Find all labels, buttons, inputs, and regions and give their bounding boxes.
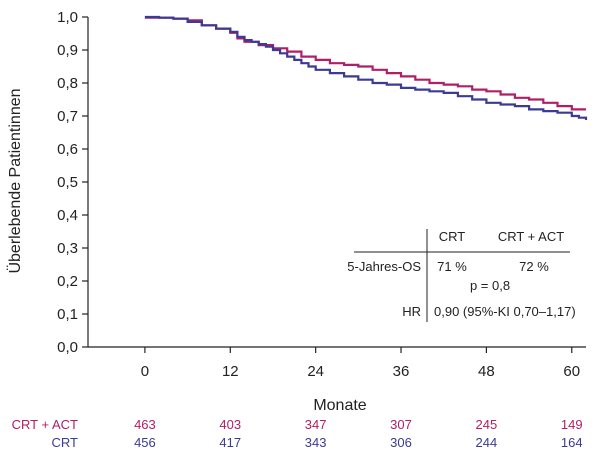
y-tick-label: 0,8 (57, 75, 78, 92)
stats-pvalue: p = 0,8 (470, 278, 510, 293)
numbers-at-risk-table: CRT + ACT 463 403 347 307 245 149 CRT 456 417 343 3… (12, 417, 583, 450)
series-line-crt-act (144, 16, 586, 111)
x-tick-label: 24 (307, 363, 324, 380)
x-tick-label: 12 (222, 363, 239, 380)
y-tick-label: 0,5 (57, 174, 78, 191)
x-axis-title: Monate (313, 397, 366, 414)
series-line-crt (144, 15, 588, 120)
stats-col-crt-act: CRT + ACT (498, 229, 564, 244)
y-tick-label: 1,0 (57, 9, 78, 26)
y-tick-label: 0,2 (57, 273, 78, 290)
stats-hr-value: 0,90 (95%-KI 0,70–1,17) (434, 304, 576, 319)
at-risk-row-label: CRT + ACT (12, 417, 78, 432)
at-risk-value: 306 (390, 435, 412, 450)
x-tick-label: 0 (141, 363, 149, 380)
y-tick-label: 0,7 (57, 108, 78, 125)
y-tick-label: 0,4 (57, 207, 78, 224)
y-tick-label: 0,9 (57, 42, 78, 59)
stats-row-hr-label: HR (402, 304, 421, 319)
stats-os-crt-act: 72 % (519, 259, 549, 274)
at-risk-value: 403 (219, 417, 241, 432)
x-axis-ticks: 0 12 24 36 48 60 (141, 347, 580, 380)
y-tick-label: 0,6 (57, 141, 78, 158)
survival-curves (144, 15, 588, 120)
stats-os-crt: 71 % (437, 259, 467, 274)
at-risk-value: 347 (305, 417, 327, 432)
at-risk-value: 245 (476, 417, 498, 432)
at-risk-value: 149 (561, 417, 583, 432)
stats-row-os-label: 5-Jahres-OS (347, 259, 421, 274)
at-risk-value: 307 (390, 417, 412, 432)
at-risk-row-label: CRT (52, 435, 79, 450)
at-risk-value: 417 (219, 435, 241, 450)
x-tick-label: 48 (478, 363, 495, 380)
stats-table: CRT CRT + ACT 5-Jahres-OS 71 % 72 % p = … (347, 229, 576, 322)
at-risk-value: 164 (561, 435, 583, 450)
at-risk-value: 456 (134, 435, 156, 450)
x-tick-label: 60 (563, 363, 580, 380)
y-axis-title: Überlebende Patientinnen (6, 88, 24, 273)
stats-col-crt: CRT (439, 229, 466, 244)
y-tick-label: 0,0 (57, 339, 78, 356)
at-risk-value: 244 (476, 435, 498, 450)
at-risk-value: 463 (134, 417, 156, 432)
y-tick-label: 0,3 (57, 240, 78, 257)
y-axis-ticks: 0,0 0,1 0,2 0,3 0,4 0,5 0,6 0,7 0,8 0,9 1,0 (57, 9, 88, 356)
y-tick-label: 0,1 (57, 306, 78, 323)
at-risk-value: 343 (305, 435, 327, 450)
x-tick-label: 36 (393, 363, 410, 380)
